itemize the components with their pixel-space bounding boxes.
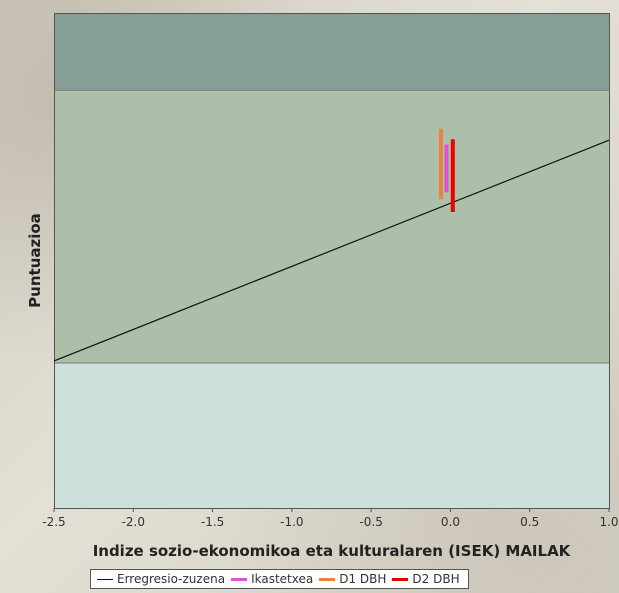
- score-band-2: [54, 90, 609, 363]
- legend-item: D2 DBH: [392, 572, 460, 586]
- y-axis-title: Puntuazioa: [26, 213, 44, 308]
- x-tick-label: 0.0: [441, 515, 460, 529]
- x-tick-label: -1.5: [201, 515, 224, 529]
- legend-label: Ikastetxea: [251, 572, 314, 586]
- x-tick-label: -2.0: [122, 515, 145, 529]
- score-band-1: [54, 13, 609, 91]
- x-tick-label: -2.5: [42, 515, 65, 529]
- series-layer: [53, 128, 610, 362]
- legend-swatch: [319, 577, 336, 581]
- regression-line: [53, 139, 610, 362]
- x-axis-title: Indize sozio-ekonomikoa eta kulturalaren…: [93, 542, 572, 560]
- legend-item: Ikastetxea: [231, 572, 313, 586]
- x-tick-label: 1.0: [599, 515, 618, 529]
- x-tick-label: -0.5: [359, 515, 382, 529]
- legend: Erregresio-zuzena Ikastetxea D1 DBH D2 DBH: [90, 569, 469, 589]
- score-band-3: [54, 362, 609, 508]
- score-bands: [54, 13, 609, 508]
- x-tick-label: 0.5: [520, 515, 539, 529]
- legend-item: Erregresio-zuzena: [97, 572, 225, 586]
- legend-swatch: [97, 578, 113, 580]
- legend-swatch: [392, 577, 409, 581]
- legend-label: D1 DBH: [339, 572, 387, 586]
- legend-item: D1 DBH: [319, 572, 386, 586]
- x-tick-label: -1.0: [280, 515, 303, 529]
- legend-label: Erregresio-zuzena: [117, 572, 226, 586]
- plot-border: [54, 13, 610, 509]
- legend-label: D2 DBH: [412, 572, 460, 586]
- legend-swatch: [231, 577, 248, 581]
- x-axis: -2.5 -2.0 -1.5 -1.0 -0.5 0.0 0.5 1.0: [42, 508, 619, 529]
